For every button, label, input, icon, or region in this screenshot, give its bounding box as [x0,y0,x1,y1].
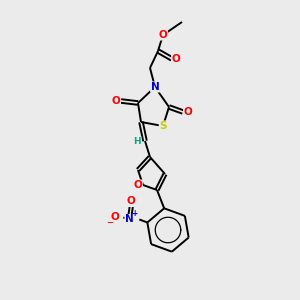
Text: O: O [159,30,167,40]
Text: N: N [151,82,159,92]
Text: −: − [106,218,113,227]
Text: H: H [133,136,141,146]
Text: O: O [172,54,180,64]
Text: O: O [184,107,192,117]
Text: O: O [127,196,136,206]
Text: S: S [159,121,167,131]
Text: O: O [111,212,120,223]
Text: O: O [112,96,120,106]
Text: O: O [134,180,142,190]
Text: +: + [131,209,137,218]
Text: N: N [125,214,134,224]
